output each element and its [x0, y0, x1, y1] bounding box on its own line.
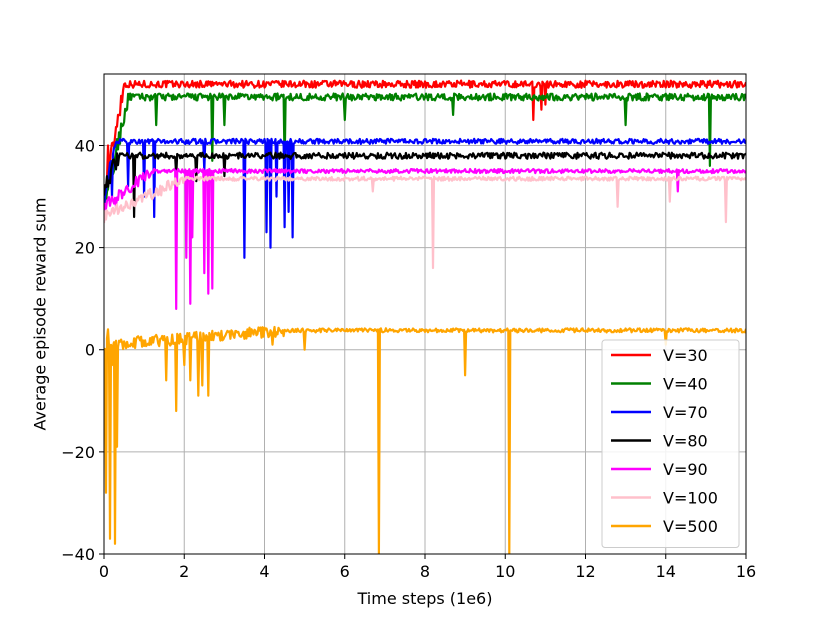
x-tick-label: 12 — [575, 562, 595, 581]
legend: V=30 V=40 V=70 V=80 V=90 V=100 V=500 — [601, 339, 740, 548]
x-tick-label: 6 — [340, 562, 350, 581]
x-axis-label: Time steps (1e6) — [357, 589, 493, 608]
legend-label: V=30 — [663, 346, 708, 365]
series-line-v-90 — [104, 167, 746, 310]
series-layer — [104, 79, 746, 554]
y-tick-label: 0 — [85, 341, 95, 360]
legend-label: V=40 — [663, 375, 708, 394]
series-line-v-500 — [104, 325, 746, 554]
y-tick-label: −40 — [61, 545, 95, 564]
x-tick-label: 0 — [99, 562, 109, 581]
y-tick-label: −20 — [61, 443, 95, 462]
series-line-v-40 — [104, 92, 746, 218]
legend-label: V=80 — [663, 432, 708, 451]
axis-ticks: 0 2 4 6 8 10 12 14 16 −40 −20 0 20 40 — [61, 136, 756, 581]
legend-label: V=500 — [663, 517, 718, 536]
y-tick-label: 40 — [75, 136, 95, 155]
legend-label: V=100 — [663, 489, 718, 508]
x-tick-label: 8 — [420, 562, 430, 581]
x-tick-label: 2 — [179, 562, 189, 581]
legend-label: V=90 — [663, 460, 708, 479]
x-tick-label: 10 — [495, 562, 515, 581]
x-tick-label: 16 — [736, 562, 756, 581]
series-line-v-30 — [104, 79, 746, 208]
series-line-v-100 — [104, 175, 746, 270]
y-axis-label: Average episode reward sum — [31, 197, 50, 430]
series-line-v-80 — [104, 151, 746, 219]
x-tick-label: 14 — [656, 562, 676, 581]
legend-label: V=70 — [663, 403, 708, 422]
y-tick-label: 20 — [75, 239, 95, 258]
x-tick-label: 4 — [259, 562, 269, 581]
series-line-v-70 — [104, 137, 746, 259]
legend-box — [601, 339, 740, 548]
